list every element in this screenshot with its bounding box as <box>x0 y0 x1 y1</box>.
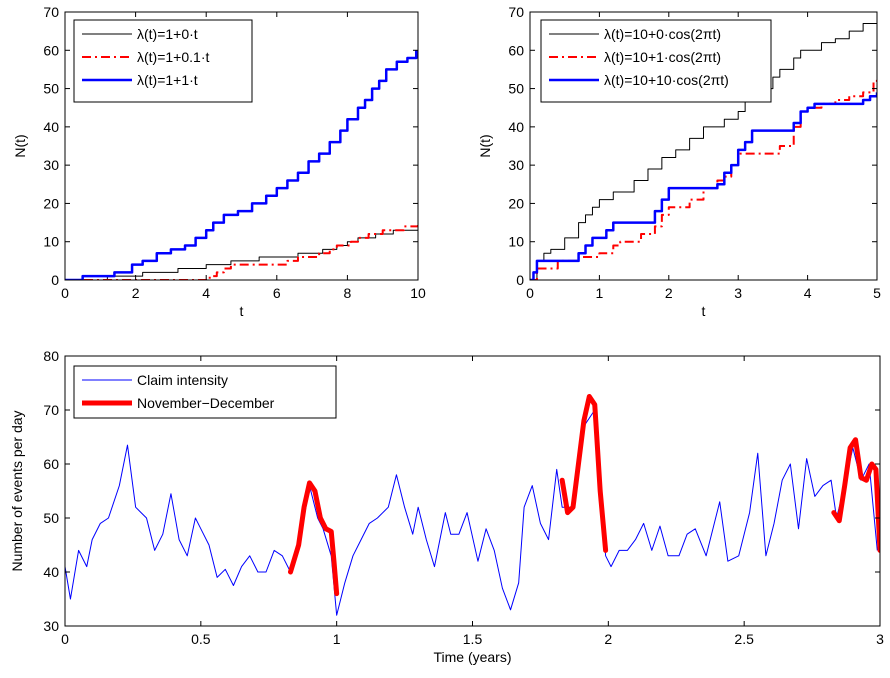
x-tick-label: 4 <box>202 285 210 301</box>
legend-label-2: λ(t)=1+0.1·t <box>137 49 209 65</box>
series-1-line <box>530 22 877 280</box>
y-tick-label: 70 <box>43 4 59 20</box>
legend-label-1: λ(t)=10+0·cos(2πt) <box>604 26 721 42</box>
x-tick-label: 3 <box>876 631 884 647</box>
y-tick-label: 30 <box>43 618 59 634</box>
series-3-line <box>530 92 877 280</box>
y-tick-label: 20 <box>508 195 524 211</box>
x-tick-label: 6 <box>273 285 281 301</box>
x-axis-label: Time (years) <box>433 649 511 665</box>
legend-label-3: λ(t)=1+1·t <box>137 72 198 88</box>
y-tick-label: 50 <box>43 81 59 97</box>
series-group <box>65 50 418 280</box>
legend: λ(t)=1+0·t λ(t)=1+0.1·t λ(t)=1+1·t <box>73 19 253 103</box>
x-tick-label: 2.5 <box>734 631 754 647</box>
chart-1: 0 2 4 6 8 10010203040506070tN(t)λ(t)=1+0·tλ(t… <box>12 4 426 319</box>
y-tick-label: 40 <box>508 119 524 135</box>
axes-box <box>64 11 419 281</box>
y-tick-label: 40 <box>43 119 59 135</box>
legend-label-2: λ(t)=10+1·cos(2πt) <box>604 49 721 65</box>
x-axis-label: t <box>240 303 244 319</box>
chart-2: 0 1 2 3 4 5010203040506070tN(t)λ(t)=10+0·cos(… <box>477 4 881 319</box>
y-axis-label: N(t) <box>12 134 28 157</box>
y-tick-label: 70 <box>508 4 524 20</box>
legend-label-3: λ(t)=10+10·cos(2πt) <box>604 72 729 88</box>
y-tick-label: 60 <box>508 42 524 58</box>
x-tick-label: 2 <box>665 285 673 301</box>
x-axis-label: t <box>702 303 706 319</box>
legend-label-1: λ(t)=1+0·t <box>137 26 198 42</box>
axes-box <box>529 11 878 281</box>
x-tick-label: 8 <box>344 285 352 301</box>
series-2-line-segment-2 <box>559 394 609 553</box>
series-3-line <box>65 50 418 280</box>
x-tick-label: 0 <box>61 285 69 301</box>
x-tick-label: 0 <box>526 285 534 301</box>
x-tick-label: 4 <box>804 285 812 301</box>
y-tick-label: 0 <box>51 272 59 288</box>
y-tick-label: 30 <box>508 157 524 173</box>
y-axis-label: N(t) <box>477 134 493 157</box>
legend-box <box>73 365 337 419</box>
y-tick-label: 50 <box>508 81 524 97</box>
x-tick-label: 2 <box>132 285 140 301</box>
series-2-line <box>65 222 418 280</box>
legend: Claim intensity November−December <box>73 365 337 419</box>
y-tick-label: 60 <box>43 42 59 58</box>
y-tick-label: 10 <box>508 234 524 250</box>
chart-3: 0 0.5 1 1.5 2 2.5 3 30 40 50 60 70 80 Time (years) Num… <box>9 348 884 665</box>
x-tick-label: 1 <box>596 285 604 301</box>
y-tick-label: 20 <box>43 195 59 211</box>
y-axis-label: Number of events per day <box>9 410 25 571</box>
series-2-line-segment-3 <box>831 437 880 553</box>
y-tick-label: 0 <box>516 272 524 288</box>
x-tick-label: 10 <box>410 285 426 301</box>
y-tick-label: 60 <box>43 456 59 472</box>
y-tick-label: 40 <box>43 564 59 580</box>
legend: λ(t)=10+0·cos(2πt) λ(t)=10+1·cos(2πt) λ(t)… <box>540 19 772 103</box>
x-tick-label: 3 <box>734 285 742 301</box>
x-tick-label: 1.5 <box>463 631 483 647</box>
y-tick-label: 50 <box>43 510 59 526</box>
x-tick-label: 1 <box>333 631 341 647</box>
y-tick-label: 30 <box>43 157 59 173</box>
y-tick-label: 70 <box>43 402 59 418</box>
x-tick-label: 0 <box>61 631 69 647</box>
series-1-line <box>65 409 878 616</box>
x-tick-label: 5 <box>873 285 881 301</box>
x-tick-label: 2 <box>604 631 612 647</box>
series-group <box>530 22 877 280</box>
series-group <box>65 394 880 616</box>
legend-label-2: November−December <box>137 395 275 411</box>
y-tick-label: 80 <box>43 348 59 364</box>
x-tick-label: 0.5 <box>191 631 211 647</box>
series-2-line-segment-1 <box>287 480 340 597</box>
legend-label-1: Claim intensity <box>137 372 228 388</box>
y-tick-label: 10 <box>43 234 59 250</box>
